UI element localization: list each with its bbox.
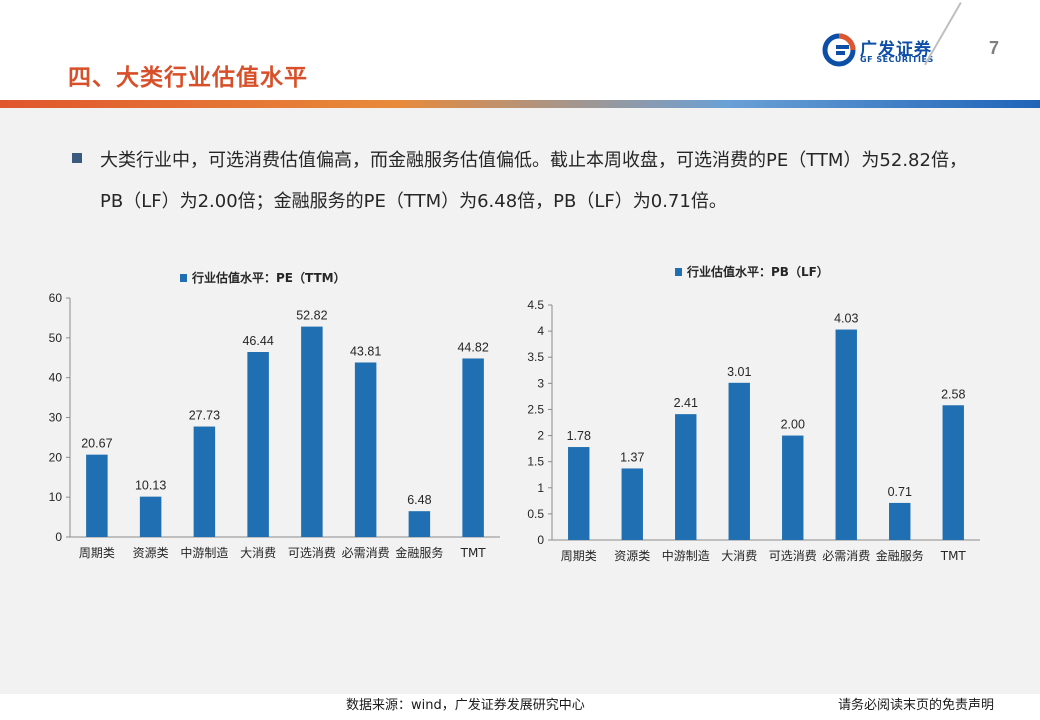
bar-4 xyxy=(728,382,750,540)
bar-value-label: 10.13 xyxy=(135,479,166,493)
x-category-label: 周期类 xyxy=(79,546,115,560)
bar-value-label: 2.00 xyxy=(781,418,805,432)
y-tick-label: 10 xyxy=(49,490,63,504)
y-tick-label: 0.5 xyxy=(527,507,544,521)
bar-value-label: 46.44 xyxy=(242,334,273,348)
bar-value-label: 1.78 xyxy=(567,429,591,443)
logo-text-cn: 广发证券 xyxy=(860,40,932,60)
header-color-band xyxy=(0,100,1040,108)
bar-8 xyxy=(462,358,484,537)
slide-title: 四、大类行业估值水平 xyxy=(68,64,308,91)
x-category-label: 金融服务 xyxy=(395,545,443,560)
legend-label: 行业估值水平：PB（LF） xyxy=(686,264,829,279)
slide-content xyxy=(0,108,1040,694)
y-tick-label: 2.5 xyxy=(527,402,544,416)
legend-swatch xyxy=(180,274,187,282)
x-category-label: 可选消费 xyxy=(769,549,817,563)
legend-swatch xyxy=(675,268,682,276)
gf-securities-logo: 广发证券 GF SECURITIES xyxy=(822,33,952,69)
x-category-label: 中游制造 xyxy=(180,545,228,560)
y-tick-label: 1 xyxy=(537,481,544,495)
x-category-label: 资源类 xyxy=(133,546,169,560)
bar-2 xyxy=(621,468,643,540)
y-tick-label: 1.5 xyxy=(527,455,544,469)
x-category-label: 大消费 xyxy=(721,549,757,563)
x-category-label: 必需消费 xyxy=(822,549,870,563)
bar-1 xyxy=(568,447,590,540)
bar-value-label: 2.58 xyxy=(941,387,965,401)
bar-value-label: 27.73 xyxy=(189,409,220,423)
y-tick-label: 0 xyxy=(537,533,544,547)
y-tick-label: 40 xyxy=(49,371,63,385)
bar-6 xyxy=(354,362,377,537)
pe-ttm-bar-chart: 行业估值水平：PE（TTM） 0 10 20 30 40 50 60 20.67 周期类 10.13… xyxy=(49,270,500,560)
x-category-label: 必需消费 xyxy=(342,546,390,560)
bar-value-label: 4.03 xyxy=(834,312,858,326)
logo-text-en: GF SECURITIES xyxy=(860,55,934,64)
bar-value-label: 3.01 xyxy=(727,365,751,379)
slide-footer: 数据来源：wind，广发证券发展研究中心 请务必阅读末页的免责声明 xyxy=(0,694,1040,720)
page-number: 7 xyxy=(989,38,1000,58)
bar-1 xyxy=(86,454,108,537)
y-tick-label: 60 xyxy=(49,291,63,305)
y-tick-label: 0 xyxy=(55,530,62,544)
bar-8 xyxy=(942,405,964,540)
bullet-text: 大类行业中，可选消费估值偏高，而金融服务估值偏低。截止本周收盘，可选消费的PE（… xyxy=(100,150,967,212)
bar-4 xyxy=(247,352,269,537)
x-category-label: TMT xyxy=(940,549,967,563)
bar-7 xyxy=(889,502,911,540)
bar-value-label: 44.82 xyxy=(457,340,488,354)
pb-lf-bar-chart: 行业估值水平：PB（LF） 0 0.5 1 1.5 2 2.5 3 3.5 4 4.5 1.78 周期类… xyxy=(527,264,980,563)
y-tick-label: 4.5 xyxy=(527,298,544,312)
y-tick-label: 30 xyxy=(49,411,63,425)
y-tick-label: 4 xyxy=(537,324,544,338)
y-tick-label: 20 xyxy=(49,450,63,464)
bar-3 xyxy=(193,426,216,537)
x-category-label: 可选消费 xyxy=(288,546,336,560)
slide-header: 四、大类行业估值水平 广发证券 GF SECURITIES 7 xyxy=(0,0,1040,108)
bar-5 xyxy=(301,326,323,537)
x-category-label: TMT xyxy=(460,546,487,560)
chart-legend: 行业估值水平：PB（LF） xyxy=(675,264,829,279)
y-tick-label: 3 xyxy=(537,376,544,390)
data-source: 数据来源：wind，广发证券发展研究中心 xyxy=(346,698,585,713)
bar-value-label: 20.67 xyxy=(81,437,112,451)
bar-value-label: 1.37 xyxy=(620,450,644,464)
x-category-label: 中游制造 xyxy=(662,548,710,563)
bar-6 xyxy=(835,329,857,540)
bar-value-label: 2.41 xyxy=(674,396,698,410)
bar-5 xyxy=(782,435,804,540)
bullet-square-icon xyxy=(72,153,82,163)
x-category-label: 金融服务 xyxy=(876,548,924,563)
bar-value-label: 6.48 xyxy=(407,493,431,507)
y-tick-label: 50 xyxy=(49,331,63,345)
chart-legend: 行业估值水平：PE（TTM） xyxy=(180,270,346,285)
y-tick-label: 2 xyxy=(537,429,544,443)
legend-label: 行业估值水平：PE（TTM） xyxy=(191,270,346,285)
bar-2 xyxy=(139,496,162,537)
x-category-label: 大消费 xyxy=(240,546,276,560)
x-category-label: 资源类 xyxy=(614,549,650,563)
bar-value-label: 43.81 xyxy=(350,344,381,358)
y-tick-label: 3.5 xyxy=(527,350,544,364)
bar-7 xyxy=(408,511,431,537)
bar-3 xyxy=(675,414,697,540)
bar-value-label: 0.71 xyxy=(888,485,912,499)
gf-logo-icon xyxy=(822,33,856,67)
disclaimer-link[interactable]: 请务必阅读末页的免责声明 xyxy=(838,698,995,713)
x-category-label: 周期类 xyxy=(561,549,597,563)
bar-value-label: 52.82 xyxy=(296,309,327,323)
